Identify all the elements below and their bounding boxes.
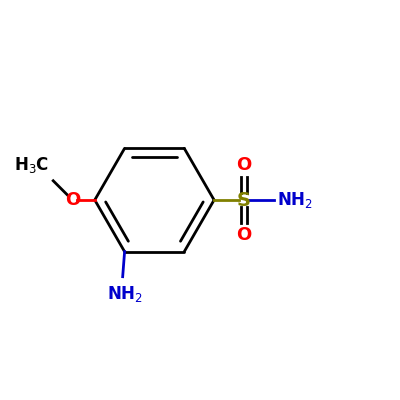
Text: O: O: [65, 191, 80, 209]
Text: O: O: [236, 156, 252, 174]
Text: NH$_2$: NH$_2$: [107, 284, 142, 304]
Text: S: S: [237, 190, 251, 210]
Text: O: O: [236, 226, 252, 244]
Text: H$_3$C: H$_3$C: [14, 155, 49, 175]
Text: NH$_2$: NH$_2$: [277, 190, 312, 210]
